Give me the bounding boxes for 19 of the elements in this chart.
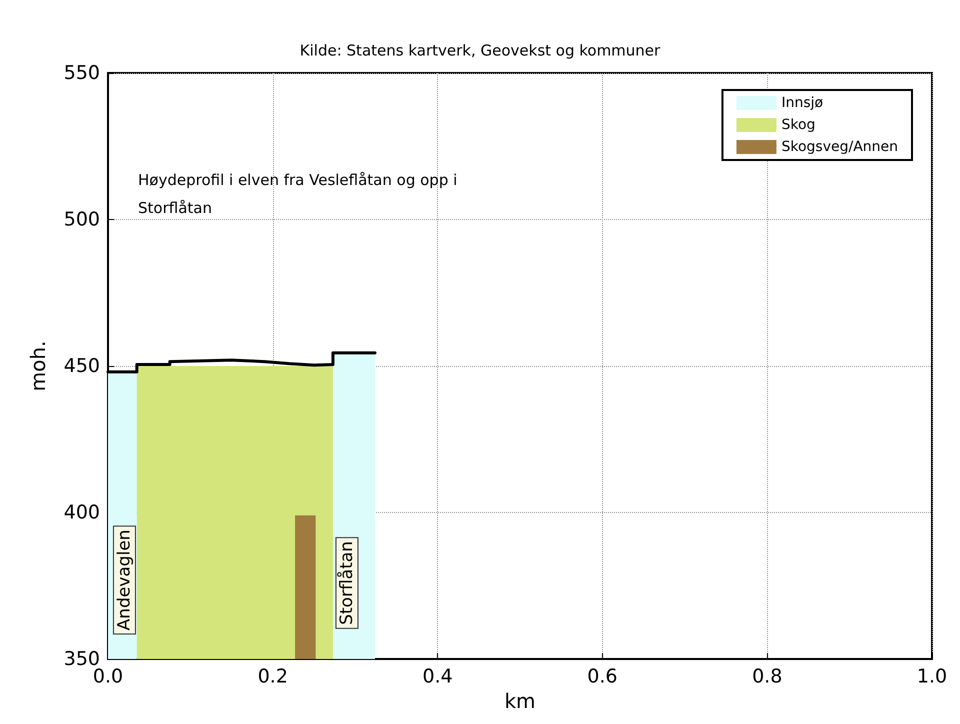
x-tick-label: 0.4 (422, 666, 453, 688)
x-tick-label: 0.6 (587, 666, 618, 688)
legend-label: Skog (781, 117, 816, 133)
y-axis-title: moh. (26, 340, 50, 392)
x-tick-label: 0.8 (752, 666, 782, 688)
y-tick-label: 500 (64, 208, 100, 230)
x-tick-label: 1.0 (916, 666, 948, 688)
annotation: Andevaglen (114, 530, 134, 630)
annotation: Høydeprofil i elven fra Vesleflåtan og opp i Storflåtan (138, 171, 462, 217)
legend-label: Skogsveg/Annen (781, 139, 898, 155)
x-tick-label: 0.0 (92, 666, 124, 688)
y-tick-label: 400 (64, 502, 100, 524)
y-tick-label: 550 (64, 62, 100, 84)
y-tick-label: 450 (64, 355, 100, 377)
chart-title: Kilde: Statens kartverk, Geovekst og kommuner (300, 42, 662, 60)
x-tick-label: 0.2 (258, 666, 288, 688)
x-axis-title: km (504, 689, 536, 713)
legend-label: Innsjø (781, 95, 824, 111)
annotation: Storflåtan (336, 541, 357, 625)
